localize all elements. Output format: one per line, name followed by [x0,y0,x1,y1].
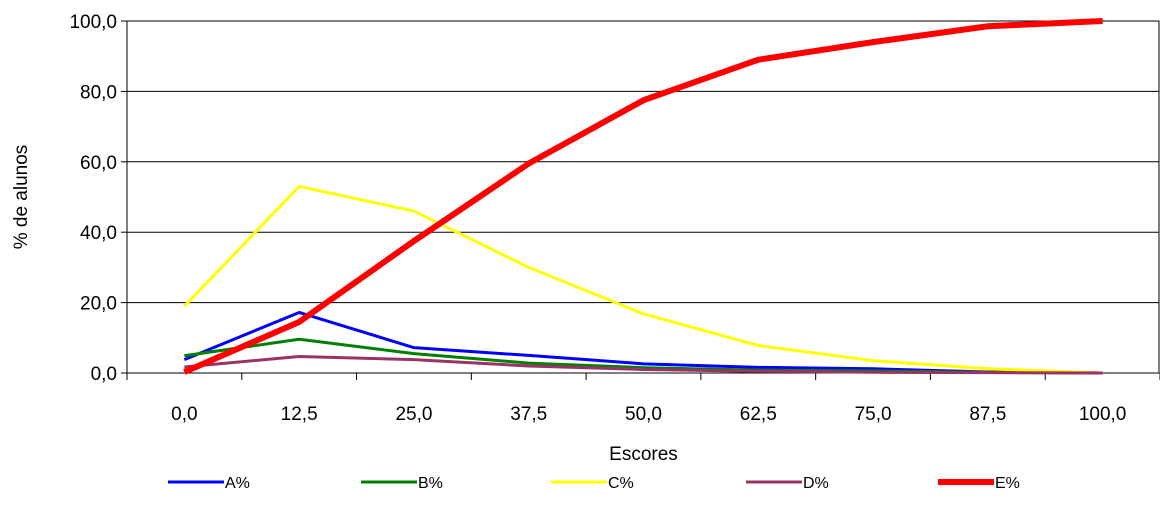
legend-label: D% [803,475,829,492]
x-tick-label: 50,0 [625,404,662,425]
x-tick-label: 87,5 [969,404,1006,425]
x-axis-title: Escores [609,444,678,465]
x-tick-label: 100,0 [1079,404,1127,425]
y-tick-label: 60,0 [80,153,117,174]
y-tick-label: 80,0 [80,82,117,103]
x-tick-label: 75,0 [855,404,892,425]
series-lines [183,18,1103,375]
x-tick-label: 25,0 [395,404,432,425]
legend-label: E% [995,475,1020,492]
x-tick-label: 12,5 [281,404,318,425]
legend-label: B% [418,475,443,492]
y-tick-label: 100,0 [69,12,117,33]
y-tick-label: 0,0 [91,364,117,385]
y-axis-title: % de alunos [11,145,32,250]
y-tick-label: 40,0 [80,223,117,244]
legend-label: C% [608,475,634,492]
legend-label: A% [225,475,250,492]
x-tick-label: 62,5 [740,404,777,425]
gridlines [127,20,1159,304]
axes: 0,0 20,0 40,0 60,0 80,0 100,0 0,0 12,5 25,0 37,5 5… [69,12,1160,425]
series-line-c [183,184,1103,375]
plot-area [126,20,1160,374]
x-tick-label: 0,0 [171,404,197,425]
series-line-e [183,18,1103,375]
series-line-d [184,354,1103,375]
x-tick-label: 37,5 [510,404,547,425]
legend: A% B% C% D% E% [168,475,1020,492]
y-tick-label: 20,0 [80,294,117,315]
